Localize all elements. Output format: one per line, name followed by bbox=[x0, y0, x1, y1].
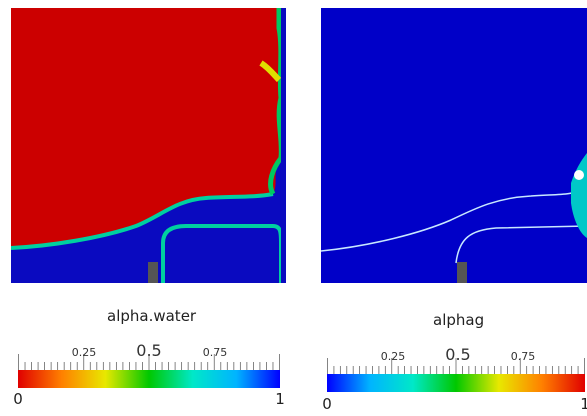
colorbar-title-alpha-water: alpha.water bbox=[107, 307, 197, 325]
obstacle-block bbox=[148, 262, 158, 283]
gas-bubble bbox=[574, 170, 584, 180]
alpha-water-field-plot bbox=[11, 8, 286, 283]
colorbar-min-right: 0 bbox=[322, 395, 332, 413]
right-edge-air bbox=[281, 8, 286, 283]
alphag-field-svg bbox=[321, 8, 587, 283]
colorbar-label-075-left: 0.75 bbox=[202, 346, 228, 359]
colorbar-label-025-left: 0.25 bbox=[71, 346, 97, 359]
interface-pocket-right bbox=[455, 225, 587, 264]
alpha-water-field-svg bbox=[11, 8, 286, 283]
colorbar-gradient-left bbox=[18, 370, 280, 388]
colorbar-max-right: 1 bbox=[580, 395, 587, 413]
interface-right-edge bbox=[268, 8, 284, 196]
colorbar-ticks-left bbox=[18, 354, 280, 370]
obstacle-block-right bbox=[457, 262, 467, 283]
colorbar-label-05-left: 0.5 bbox=[136, 341, 162, 360]
alphag-field-plot bbox=[321, 8, 587, 283]
interface-line-right bbox=[321, 187, 587, 252]
background-region bbox=[321, 8, 587, 283]
colorbar-max-left: 1 bbox=[275, 390, 285, 408]
colorbar-title-alphag: alphag bbox=[433, 311, 485, 329]
spray-patch bbox=[259, 60, 282, 83]
colorbar-min-left: 0 bbox=[13, 390, 23, 408]
interface-pocket-left bbox=[161, 224, 283, 283]
colorbar-label-075-right: 0.75 bbox=[510, 350, 536, 363]
colorbar-label-05-right: 0.5 bbox=[445, 345, 471, 364]
colorbar-label-025-right: 0.25 bbox=[380, 350, 406, 363]
colorbar-ticks-right bbox=[327, 358, 585, 374]
interface-line-left bbox=[11, 192, 274, 250]
colorbar-gradient-right bbox=[327, 374, 585, 392]
